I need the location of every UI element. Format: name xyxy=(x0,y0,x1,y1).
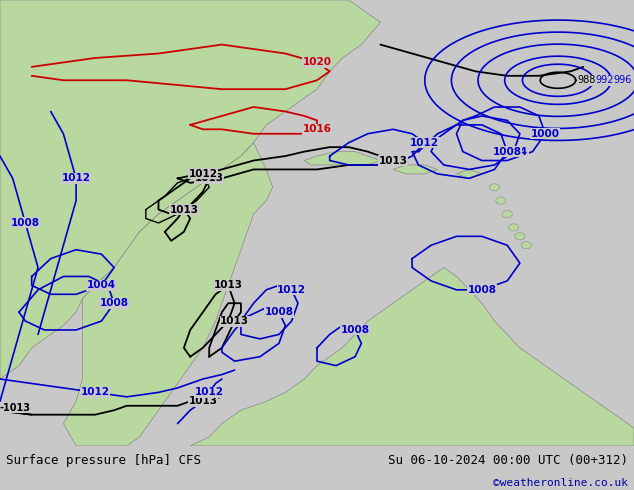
Text: 1012: 1012 xyxy=(81,388,110,397)
Circle shape xyxy=(489,184,500,191)
Text: 1013: 1013 xyxy=(195,173,224,183)
Circle shape xyxy=(496,197,506,204)
Text: 1008: 1008 xyxy=(100,298,129,308)
Text: 1013: 1013 xyxy=(169,204,198,215)
Circle shape xyxy=(515,233,525,240)
Text: 1012: 1012 xyxy=(410,138,439,147)
Text: 1020: 1020 xyxy=(302,57,332,68)
Text: 1008: 1008 xyxy=(340,325,370,335)
Text: 992: 992 xyxy=(595,75,614,85)
Text: 1008: 1008 xyxy=(264,307,294,317)
Circle shape xyxy=(508,224,519,231)
Text: 1012: 1012 xyxy=(277,285,306,295)
Polygon shape xyxy=(63,143,273,446)
Circle shape xyxy=(521,242,531,249)
Text: 1012: 1012 xyxy=(188,169,217,179)
Text: -1013: -1013 xyxy=(0,403,31,413)
Text: 1008: 1008 xyxy=(493,147,522,157)
Text: 988: 988 xyxy=(578,75,596,85)
Text: 1012: 1012 xyxy=(61,173,91,183)
Polygon shape xyxy=(304,151,380,165)
Text: 1012: 1012 xyxy=(195,388,224,397)
Text: 1008: 1008 xyxy=(11,218,40,228)
Polygon shape xyxy=(190,268,634,446)
Text: 1013: 1013 xyxy=(378,155,408,166)
Circle shape xyxy=(502,211,512,218)
Polygon shape xyxy=(393,165,437,174)
Text: Surface pressure [hPa] CFS: Surface pressure [hPa] CFS xyxy=(6,454,202,466)
Text: ©weatheronline.co.uk: ©weatheronline.co.uk xyxy=(493,478,628,489)
Text: 1013: 1013 xyxy=(220,316,249,326)
Text: 1016: 1016 xyxy=(302,124,332,134)
Polygon shape xyxy=(456,170,482,178)
Polygon shape xyxy=(0,0,380,379)
Text: 996: 996 xyxy=(613,75,631,85)
Text: 1000: 1000 xyxy=(531,129,560,139)
Text: 1004: 1004 xyxy=(499,147,528,157)
Text: 1013: 1013 xyxy=(188,396,217,406)
Text: 1013: 1013 xyxy=(214,280,243,291)
Text: 1004: 1004 xyxy=(87,280,116,291)
Text: Su 06-10-2024 00:00 UTC (00+312): Su 06-10-2024 00:00 UTC (00+312) xyxy=(387,454,628,466)
Text: 1008: 1008 xyxy=(467,285,496,295)
